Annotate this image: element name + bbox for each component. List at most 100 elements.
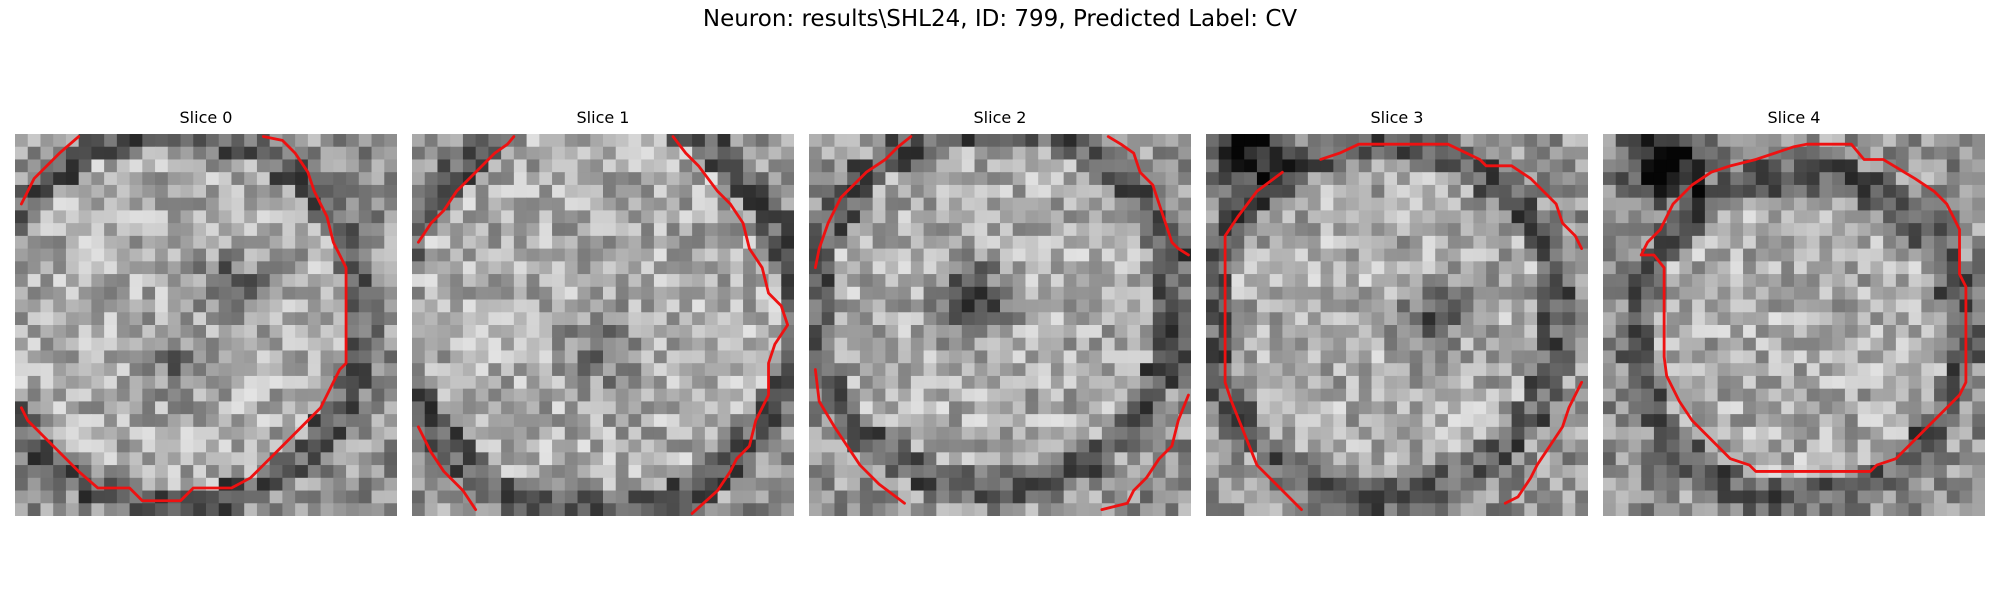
slice-pixel <box>257 376 270 389</box>
slice-pixel <box>1178 440 1191 453</box>
slice-pixel <box>1461 465 1474 478</box>
slice-pixel <box>1934 363 1947 376</box>
slice-pixel <box>1807 287 1820 300</box>
slice-pixel <box>244 223 257 236</box>
slice-pixel <box>1115 223 1128 236</box>
slice-pixel <box>1308 452 1321 465</box>
slice-pixel <box>578 491 591 504</box>
slice-pixel <box>1756 185 1769 198</box>
slice-pixel <box>1921 147 1934 160</box>
slice-pixel <box>104 338 117 351</box>
slice-pixel <box>527 427 540 440</box>
slice-pixel <box>1730 440 1743 453</box>
slice-pixel <box>1947 287 1960 300</box>
slice-pixel <box>1667 325 1680 338</box>
slice-pixel <box>1178 172 1191 185</box>
slice-pixel <box>539 223 552 236</box>
slice-pixel <box>616 236 629 249</box>
slice-pixel <box>885 503 898 516</box>
slice-pixel <box>333 389 346 402</box>
slice-pixel <box>463 287 476 300</box>
slice-pixel <box>1934 350 1947 363</box>
slice-pixel <box>1563 300 1576 313</box>
slice-pixel <box>1679 159 1692 172</box>
slice-pixel <box>130 134 143 147</box>
slice-pixel <box>79 261 92 274</box>
slice-pixel <box>756 172 769 185</box>
slice-pixel <box>1870 172 1883 185</box>
slice-pixel <box>936 172 949 185</box>
slice-pixel <box>1781 300 1794 313</box>
slice-pixel <box>1372 185 1385 198</box>
slice-pixel <box>885 312 898 325</box>
slice-pixel <box>1870 236 1883 249</box>
slice-pixel <box>40 312 53 325</box>
slice-pixel <box>1550 223 1563 236</box>
slice-pixel <box>372 440 385 453</box>
slice-pixel <box>437 274 450 287</box>
slice-pixel <box>1397 300 1410 313</box>
slice-pixel <box>1972 274 1985 287</box>
slice-pixel <box>104 287 117 300</box>
slice-pixel <box>1372 325 1385 338</box>
slice-pixel <box>654 414 667 427</box>
slice-pixel <box>476 249 489 262</box>
slice-pixel <box>847 503 860 516</box>
slice-pixel <box>1883 223 1896 236</box>
slice-pixel <box>130 261 143 274</box>
slice-pixel <box>1794 159 1807 172</box>
slice-pixel <box>1448 312 1461 325</box>
slice-pixel <box>1153 274 1166 287</box>
slice-pixel <box>91 491 104 504</box>
slice-pixel <box>1563 363 1576 376</box>
slice-pixel <box>730 287 743 300</box>
slice-pixel <box>1896 249 1909 262</box>
slice-pixel <box>898 249 911 262</box>
slice-pixel <box>743 338 756 351</box>
slice-pixel <box>270 465 283 478</box>
slice-pixel <box>539 338 552 351</box>
slice-pixel <box>1781 376 1794 389</box>
slice-pixel <box>476 363 489 376</box>
slice-pixel <box>718 363 731 376</box>
slice-pixel <box>412 452 425 465</box>
slice-pixel <box>1219 440 1232 453</box>
slice-pixel <box>1870 350 1883 363</box>
slice-pixel <box>1667 300 1680 313</box>
slice-pixel <box>1064 440 1077 453</box>
slice-pixel <box>1257 198 1270 211</box>
slice-pixel <box>1013 363 1026 376</box>
slice-pixel <box>987 198 1000 211</box>
slice-pixel <box>1308 261 1321 274</box>
slice-pixel <box>1921 210 1934 223</box>
slice-pixel <box>1051 249 1064 262</box>
slice-pixel <box>1089 312 1102 325</box>
slice-pixel <box>1667 401 1680 414</box>
slice-pixel <box>1692 465 1705 478</box>
slice-pixel <box>295 427 308 440</box>
slice-pixel <box>1295 427 1308 440</box>
slice-pixel <box>1359 440 1372 453</box>
slice-pixel <box>743 274 756 287</box>
slice-pixel <box>1397 210 1410 223</box>
slice-pixel <box>641 312 654 325</box>
slice-pixel <box>346 465 359 478</box>
slice-pixel <box>987 376 1000 389</box>
slice-pixel <box>898 210 911 223</box>
slice-pixel <box>949 427 962 440</box>
slice-pixel <box>384 287 397 300</box>
slice-pixel <box>1422 363 1435 376</box>
slice-pixel <box>219 427 232 440</box>
slice-pixel <box>692 389 705 402</box>
slice-pixel <box>1127 465 1140 478</box>
slice-pixel <box>1076 401 1089 414</box>
slice-pixel <box>130 147 143 160</box>
slice-pixel <box>885 350 898 363</box>
slice-pixel <box>539 503 552 516</box>
slice-pixel <box>1870 478 1883 491</box>
slice-pixel <box>667 414 680 427</box>
slice-pixel <box>692 287 705 300</box>
slice-pixel <box>565 350 578 363</box>
slice-pixel <box>450 312 463 325</box>
slice-pixel <box>437 312 450 325</box>
